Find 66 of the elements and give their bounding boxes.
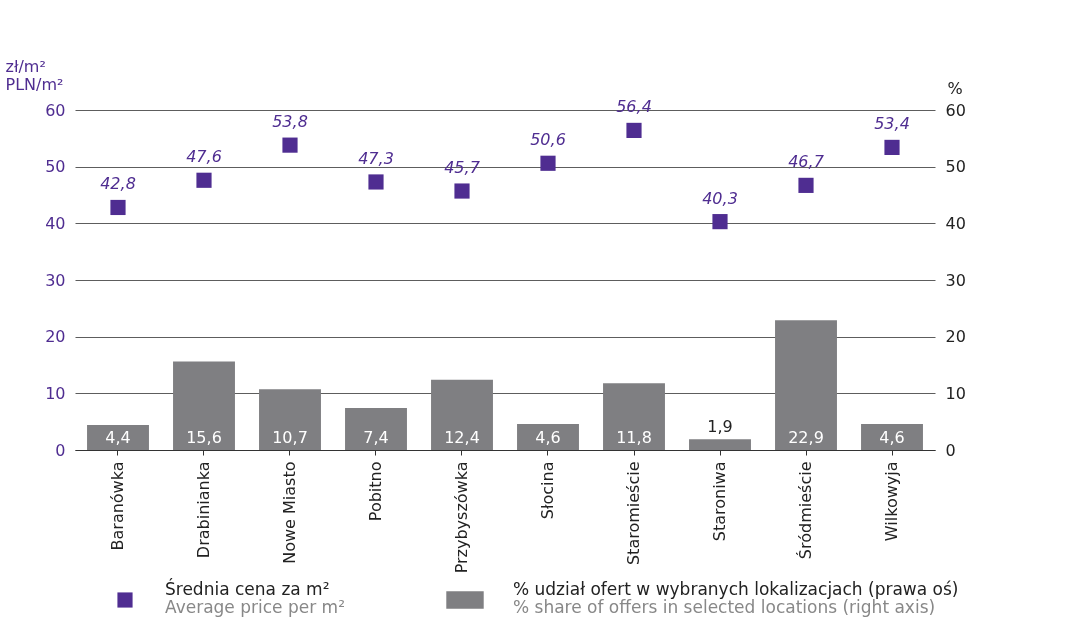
x-tick-label: Staroniwa: [710, 461, 729, 542]
data-label: 10,7: [272, 428, 308, 447]
bar: [87, 425, 149, 450]
bar: [775, 320, 837, 450]
data-label: 4,6: [879, 428, 905, 447]
data-label: 4,4: [105, 428, 131, 447]
y-tick-label: 10: [45, 383, 66, 403]
y2-tick-label: 10: [945, 383, 966, 403]
y-tick-label: 0: [55, 440, 66, 460]
y2-axis-title: %: [947, 78, 963, 98]
data-label: 22,9: [788, 428, 824, 447]
y2-tick-label: 50: [945, 157, 966, 177]
point: [712, 214, 728, 230]
y2-tick-label: 60: [945, 100, 966, 120]
y-tick-label: 60: [45, 100, 66, 120]
point: [884, 139, 900, 155]
data-label: 42,8: [100, 174, 136, 194]
point: [798, 177, 814, 193]
point: [110, 199, 126, 216]
x-tick-label: Nowe Miasto: [280, 461, 299, 564]
bar: [431, 379, 493, 450]
y2-tick-label: 40: [945, 213, 966, 233]
data-label: 11,8: [616, 428, 652, 447]
y2-tick-label: 30: [945, 270, 966, 290]
y-tick-label: 30: [45, 270, 66, 290]
bar: [173, 361, 235, 450]
data-label: 46,7: [788, 152, 825, 172]
data-label: 50,6: [530, 130, 566, 150]
x-tick-label: Słocina: [538, 461, 557, 520]
point: [626, 122, 642, 138]
bar: [603, 383, 665, 450]
x-tick-label: Staromieście: [624, 461, 643, 566]
bar: [259, 389, 321, 450]
bar: [345, 408, 407, 450]
bar: [517, 423, 579, 450]
point: [540, 155, 556, 171]
data-label: 47,3: [358, 148, 394, 168]
bar: [689, 439, 751, 450]
point: [196, 172, 212, 188]
data-label: 47,6: [186, 147, 222, 167]
legend-label: Średnia cena za m² Average price per m²: [165, 578, 345, 618]
x-tick-label: Baranówka: [108, 461, 127, 551]
data-label: 1,9: [707, 417, 733, 437]
x-tick-label: Przybyszówka: [452, 461, 471, 574]
y-tick-label: 40: [45, 213, 66, 233]
x-tick-label: Śródmieście: [796, 461, 815, 560]
y2-tick-label: 0: [945, 440, 956, 460]
data-label: 40,3: [702, 188, 738, 208]
data-label: 53,8: [272, 112, 308, 132]
data-label: 53,4: [874, 114, 910, 134]
data-label: 15,6: [186, 428, 222, 447]
y-tick-label: 20: [45, 327, 66, 347]
bar: [861, 423, 923, 450]
point: [454, 183, 470, 199]
x-tick-label: Wilkowyja: [882, 461, 901, 542]
data-label: 4,6: [535, 428, 561, 447]
point: [282, 137, 298, 153]
legend-label: % udział ofert w wybranych lokalizacjach (prawa oś) % share of offers in selected locations (right axis): [513, 579, 959, 618]
data-label: 12,4: [444, 428, 480, 447]
y-axis-title: zł/m² PLN/m²: [5, 56, 64, 94]
x-tick-label: Pobitno: [366, 461, 385, 522]
point: [368, 174, 384, 190]
y-tick-label: 50: [45, 157, 66, 177]
x-tick-label: Drabinianka: [194, 461, 213, 559]
data-label: 7,4: [363, 428, 389, 447]
y2-tick-label: 20: [945, 327, 966, 347]
